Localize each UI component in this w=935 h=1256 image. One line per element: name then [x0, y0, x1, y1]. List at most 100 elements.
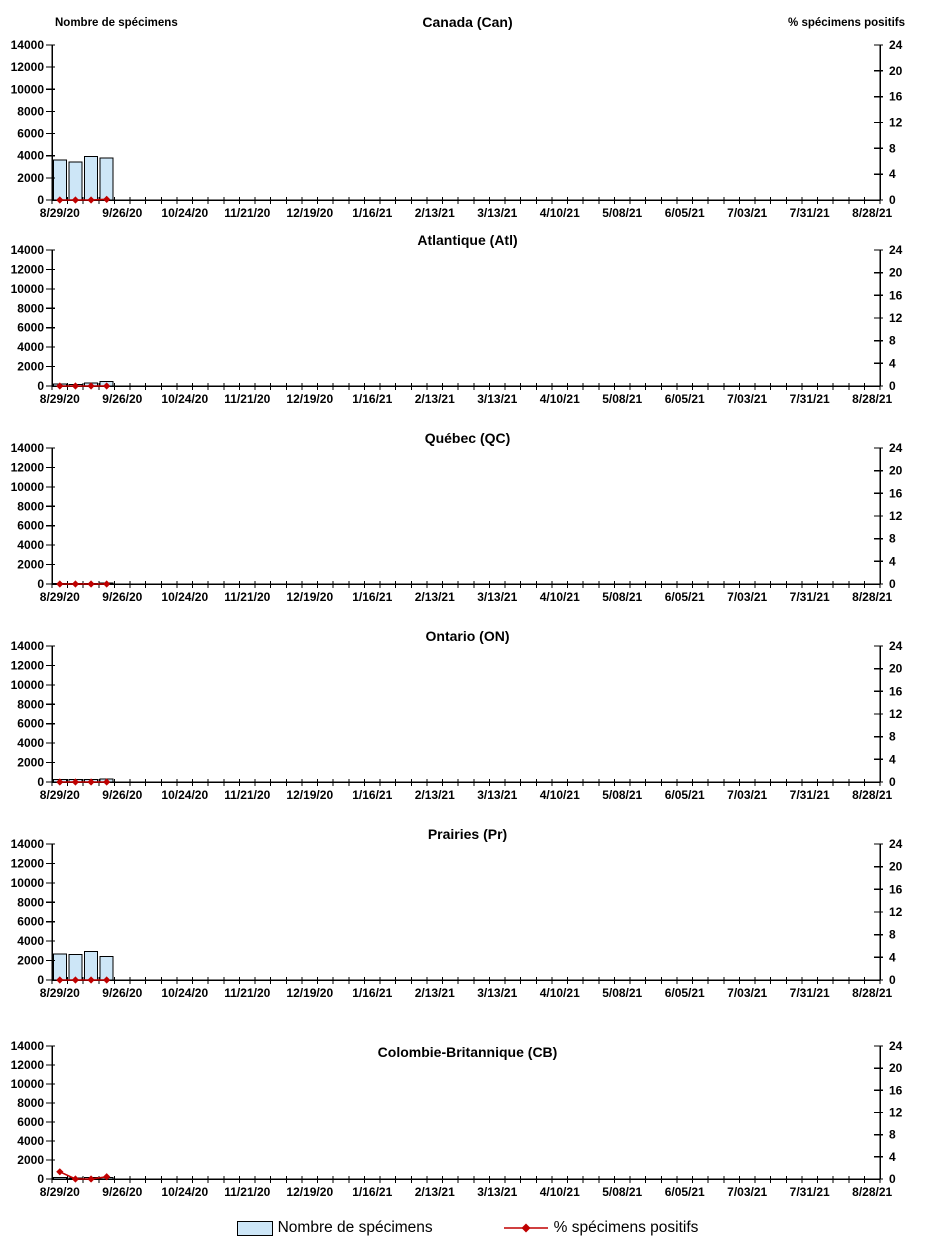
- svg-text:4000: 4000: [17, 934, 44, 948]
- svg-text:12000: 12000: [11, 60, 45, 74]
- svg-text:4: 4: [889, 167, 896, 181]
- svg-text:8000: 8000: [17, 895, 44, 909]
- svg-text:3/13/21: 3/13/21: [477, 206, 517, 220]
- svg-text:5/08/21: 5/08/21: [602, 590, 642, 604]
- svg-text:0: 0: [37, 775, 44, 789]
- svg-text:6000: 6000: [17, 519, 44, 533]
- svg-text:9/26/20: 9/26/20: [102, 1185, 142, 1199]
- svg-text:4: 4: [889, 554, 896, 568]
- svg-text:8000: 8000: [17, 104, 44, 118]
- svg-text:6/05/21: 6/05/21: [665, 986, 705, 1000]
- svg-text:8000: 8000: [17, 499, 44, 513]
- svg-text:8/28/21: 8/28/21: [852, 206, 892, 220]
- svg-text:2000: 2000: [17, 360, 44, 374]
- svg-text:4: 4: [889, 752, 896, 766]
- svg-text:8/28/21: 8/28/21: [852, 986, 892, 1000]
- svg-text:2000: 2000: [17, 756, 44, 770]
- svg-text:10/24/20: 10/24/20: [161, 590, 208, 604]
- svg-text:12: 12: [889, 1106, 903, 1120]
- chart-panel-ontario: 0 2000 4000 6000 8000 10000 12000 14000 0 4 8 12 16 2…: [0, 622, 935, 820]
- svg-text:24: 24: [889, 441, 903, 455]
- positivity-line-swatch: [503, 1223, 548, 1233]
- svg-text:2/13/21: 2/13/21: [415, 788, 455, 802]
- svg-text:4000: 4000: [17, 736, 44, 750]
- svg-text:7/31/21: 7/31/21: [790, 206, 830, 220]
- svg-text:8: 8: [889, 928, 896, 942]
- right-axis-title: % spécimens positifs: [788, 17, 905, 29]
- svg-text:7/03/21: 7/03/21: [727, 206, 767, 220]
- svg-text:1/16/21: 1/16/21: [352, 788, 392, 802]
- svg-text:11/21/20: 11/21/20: [224, 788, 270, 802]
- legend-item-positivity: % spécimens positifs: [503, 1219, 698, 1237]
- svg-text:10000: 10000: [11, 282, 45, 296]
- svg-text:16: 16: [889, 288, 903, 302]
- svg-text:6/05/21: 6/05/21: [665, 590, 705, 604]
- svg-text:9/26/20: 9/26/20: [102, 590, 142, 604]
- svg-text:14000: 14000: [11, 441, 45, 455]
- svg-text:12: 12: [889, 311, 903, 325]
- chart-panel-canada: 0 2000 4000 6000 8000 10000 12000 14000 0 4 8 12 16 2…: [0, 0, 935, 226]
- svg-text:5/08/21: 5/08/21: [602, 1185, 642, 1199]
- svg-text:20: 20: [889, 266, 903, 280]
- chart-title-atlantique: Atlantique (Atl): [417, 232, 518, 248]
- svg-text:24: 24: [889, 243, 903, 257]
- svg-text:8000: 8000: [17, 697, 44, 711]
- svg-text:7/03/21: 7/03/21: [727, 788, 767, 802]
- chart-title-prairies: Prairies (Pr): [427, 826, 508, 842]
- svg-text:11/21/20: 11/21/20: [224, 206, 270, 220]
- svg-text:20: 20: [889, 860, 903, 874]
- svg-text:12/19/20: 12/19/20: [286, 1185, 333, 1199]
- specimens-bar-swatch: [236, 1220, 273, 1236]
- svg-text:7/31/21: 7/31/21: [790, 986, 830, 1000]
- svg-text:2000: 2000: [17, 558, 44, 572]
- svg-text:10000: 10000: [11, 82, 45, 96]
- svg-text:2/13/21: 2/13/21: [415, 986, 455, 1000]
- svg-text:7/31/21: 7/31/21: [790, 788, 830, 802]
- svg-text:16: 16: [889, 1083, 903, 1097]
- svg-text:4/10/21: 4/10/21: [540, 590, 580, 604]
- svg-text:1/16/21: 1/16/21: [352, 392, 392, 406]
- svg-text:1/16/21: 1/16/21: [352, 1185, 392, 1199]
- left-axis-title: Nombre de spécimens: [55, 17, 178, 29]
- legend-item-specimens: Nombre de spécimens: [236, 1219, 433, 1237]
- svg-text:12000: 12000: [11, 262, 45, 276]
- svg-text:7/31/21: 7/31/21: [790, 590, 830, 604]
- svg-text:3/13/21: 3/13/21: [477, 590, 517, 604]
- svg-text:4/10/21: 4/10/21: [540, 788, 580, 802]
- svg-text:0: 0: [37, 973, 44, 987]
- svg-text:3/13/21: 3/13/21: [477, 788, 517, 802]
- svg-text:12: 12: [889, 509, 903, 523]
- svg-text:4000: 4000: [17, 538, 44, 552]
- svg-text:11/21/20: 11/21/20: [224, 590, 270, 604]
- svg-text:8/29/20: 8/29/20: [40, 590, 80, 604]
- canada-chart: 0 2000 4000 6000 8000 10000 12000 14000 0 4 8 12 16 2…: [11, 38, 903, 220]
- svg-text:0: 0: [889, 775, 896, 789]
- svg-text:24: 24: [889, 1039, 903, 1053]
- svg-text:4/10/21: 4/10/21: [540, 206, 580, 220]
- svg-text:12/19/20: 12/19/20: [286, 392, 333, 406]
- svg-text:8: 8: [889, 730, 896, 744]
- svg-text:3/13/21: 3/13/21: [477, 986, 517, 1000]
- colombie-britannique-chart: 0 2000 4000 6000 8000 10000 12000 14000 0 4 8 12 16 2…: [11, 1039, 903, 1199]
- svg-text:6000: 6000: [17, 321, 44, 335]
- svg-text:11/21/20: 11/21/20: [224, 392, 270, 406]
- svg-text:8/28/21: 8/28/21: [852, 788, 892, 802]
- svg-text:2/13/21: 2/13/21: [415, 206, 455, 220]
- prairies-chart: 0 2000 4000 6000 8000 10000 12000 14000 0 4 8 12 16 2…: [11, 837, 903, 1000]
- svg-text:12/19/20: 12/19/20: [286, 788, 333, 802]
- svg-text:7/31/21: 7/31/21: [790, 1185, 830, 1199]
- svg-text:10/24/20: 10/24/20: [161, 392, 208, 406]
- chart-panel-colombie-britannique: 0 2000 4000 6000 8000 10000 12000 14000 0 4 8 12 16 2…: [0, 1034, 935, 1204]
- svg-text:10000: 10000: [11, 876, 45, 890]
- svg-text:4: 4: [889, 356, 896, 370]
- svg-text:8/28/21: 8/28/21: [852, 1185, 892, 1199]
- svg-text:11/21/20: 11/21/20: [224, 1185, 270, 1199]
- svg-text:14000: 14000: [11, 1039, 45, 1053]
- svg-text:16: 16: [889, 684, 903, 698]
- chart-title-quebec: Québec (QC): [424, 430, 511, 446]
- svg-text:0: 0: [889, 1172, 896, 1186]
- svg-text:7/03/21: 7/03/21: [727, 392, 767, 406]
- svg-text:6000: 6000: [17, 717, 44, 731]
- svg-text:5/08/21: 5/08/21: [602, 788, 642, 802]
- svg-text:8/29/20: 8/29/20: [40, 986, 80, 1000]
